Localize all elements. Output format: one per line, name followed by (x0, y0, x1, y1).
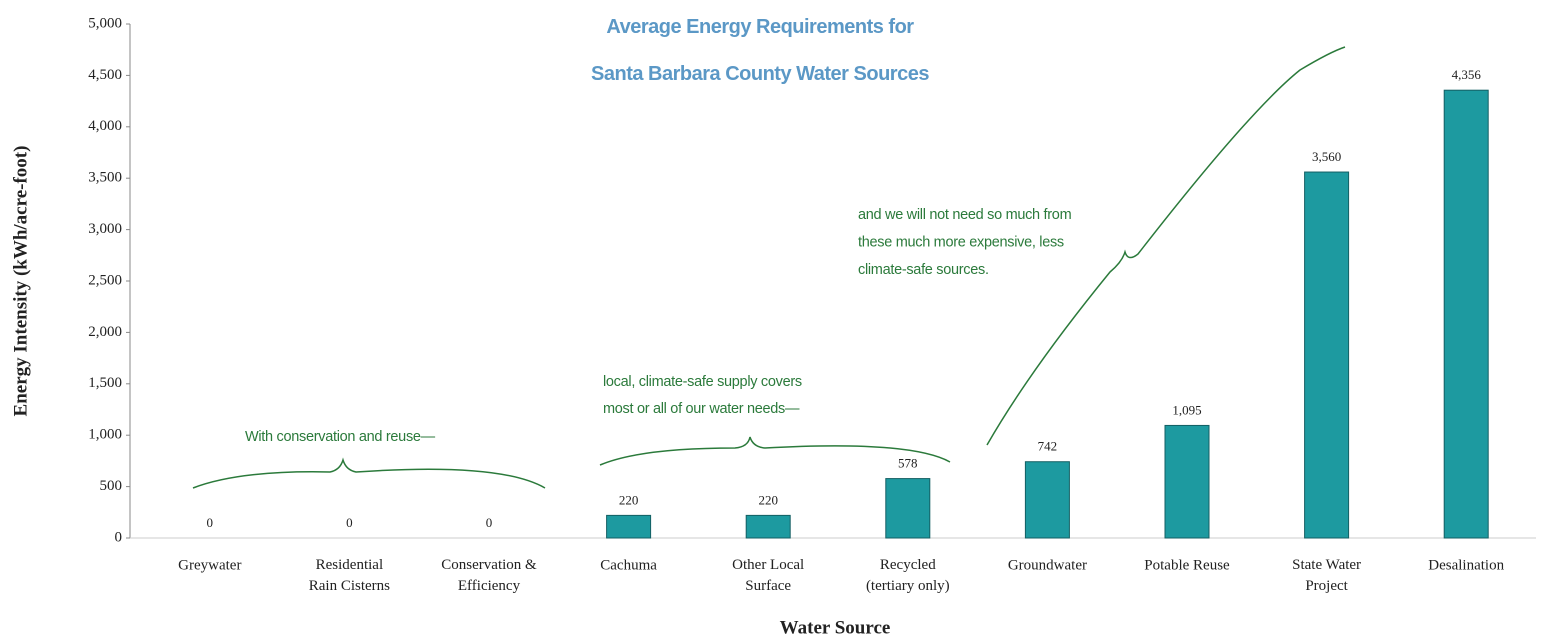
value-label: 0 (486, 515, 493, 530)
brace (986, 46, 1346, 446)
bar (1164, 424, 1210, 539)
x-tick-label: Residential Rain Cisterns (309, 557, 390, 594)
x-tick-label: Greywater (178, 557, 241, 573)
value-label: 742 (1038, 439, 1058, 454)
x-tick-label: Potable Reuse (1144, 557, 1230, 573)
y-tick-label: 3,000 (88, 221, 122, 237)
bar (606, 514, 652, 539)
x-axis-label: Water Source (780, 617, 891, 638)
x-tick-label: Recycled (tertiary only) (866, 557, 950, 594)
y-tick-label: 1,500 (88, 375, 122, 391)
value-label: 0 (207, 515, 214, 530)
bar (745, 514, 791, 539)
value-label: 220 (619, 492, 639, 507)
brace (192, 457, 546, 489)
bar (1024, 461, 1070, 539)
value-label: 0 (346, 515, 353, 530)
annotation: With conservation and reuse— (245, 429, 436, 445)
annotation: and we will not need so much from these m… (858, 207, 1072, 278)
bar (1304, 171, 1350, 539)
y-tick-label: 5,000 (88, 15, 122, 31)
y-tick-label: 1,000 (88, 427, 122, 443)
y-tick-label: 3,500 (88, 170, 122, 186)
y-tick-label: 4,000 (88, 118, 122, 134)
x-tick-label: Other Local Surface (732, 557, 804, 594)
value-label: 578 (898, 456, 918, 471)
x-tick-label: Desalination (1428, 557, 1504, 573)
y-tick-label: 4,500 (88, 67, 122, 83)
brace (599, 436, 951, 466)
value-label: 3,560 (1312, 149, 1341, 164)
value-label: 4,356 (1452, 67, 1482, 82)
x-tick-label: Groundwater (1008, 557, 1087, 573)
x-tick-label: Conservation & Efficiency (441, 557, 537, 594)
x-tick-label: Cachuma (600, 557, 657, 573)
value-label: 220 (758, 492, 778, 507)
y-tick-label: 0 (115, 529, 123, 545)
chart-title: Average Energy Requirements for Santa Bar… (591, 16, 929, 85)
y-tick-label: 2,500 (88, 272, 122, 288)
y-axis-label: Energy Intensity (kWh/acre-foot) (10, 146, 31, 417)
value-label: 1,095 (1172, 402, 1201, 417)
x-tick-label: State Water Project (1292, 557, 1361, 594)
bar (1443, 89, 1489, 539)
y-tick-label: 2,000 (88, 324, 122, 340)
bar (885, 478, 931, 539)
y-tick-label: 500 (100, 478, 123, 494)
annotation: local, climate-safe supply covers most or… (603, 374, 802, 417)
